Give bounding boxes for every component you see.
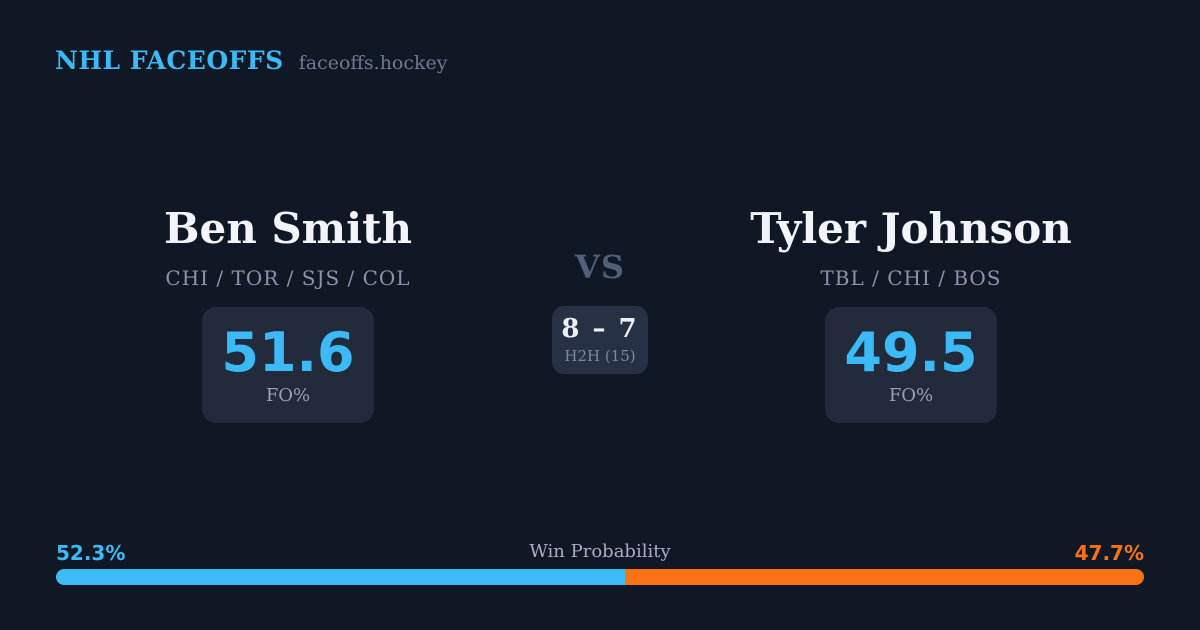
header: NHL FACEOFFS faceoffs.hockey — [55, 46, 448, 75]
win-probability-section: Win Probability 52.3% 47.7% — [56, 541, 1144, 585]
site-url: faceoffs.hockey — [298, 52, 448, 74]
win-probability-right-pct: 47.7% — [1074, 541, 1144, 565]
player-left-stat-card: 51.6 FO% — [202, 307, 374, 424]
win-bar-right-segment — [625, 569, 1144, 585]
player-right-teams: TBL / CHI / BOS — [820, 266, 1002, 291]
win-probability-labels: Win Probability 52.3% 47.7% — [56, 541, 1144, 565]
h2h-card: 8 – 7 H2H (15) — [552, 306, 648, 375]
player-left-teams: CHI / TOR / SJS / COL — [165, 266, 411, 291]
h2h-score: 8 – 7 — [561, 313, 639, 344]
win-probability-bar — [56, 569, 1144, 585]
player-left: Ben Smith CHI / TOR / SJS / COL 51.6 FO% — [88, 204, 488, 424]
player-left-fo-value: 51.6 — [221, 320, 355, 384]
h2h-label: H2H (15) — [564, 346, 636, 365]
player-left-fo-label: FO% — [265, 384, 311, 406]
player-right-name: Tyler Johnson — [750, 204, 1072, 253]
win-probability-left-pct: 52.3% — [56, 541, 126, 565]
player-left-name: Ben Smith — [163, 204, 413, 253]
player-right-fo-label: FO% — [888, 384, 934, 406]
versus-column: VS 8 – 7 H2H (15) — [500, 248, 700, 375]
player-right-fo-value: 49.5 — [844, 320, 978, 384]
player-right: Tyler Johnson TBL / CHI / BOS 49.5 FO% — [711, 204, 1111, 424]
player-right-stat-card: 49.5 FO% — [825, 307, 997, 424]
win-bar-left-segment — [56, 569, 626, 585]
brand-logo: NHL FACEOFFS — [55, 46, 284, 75]
vs-label: VS — [575, 248, 625, 286]
win-probability-title: Win Probability — [529, 541, 671, 562]
